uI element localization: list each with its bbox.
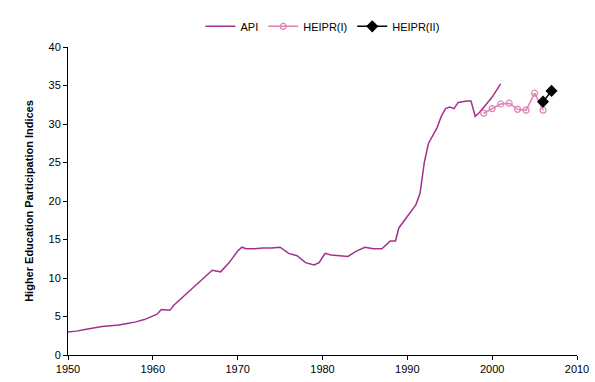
svg-text:30: 30 <box>49 118 61 130</box>
svg-text:1960: 1960 <box>141 363 165 375</box>
svg-text:20: 20 <box>49 195 61 207</box>
svg-text:HEIPR(I): HEIPR(I) <box>303 21 347 33</box>
svg-text:1970: 1970 <box>225 363 249 375</box>
svg-text:2010: 2010 <box>565 363 589 375</box>
svg-text:25: 25 <box>49 156 61 168</box>
svg-text:35: 35 <box>49 79 61 91</box>
svg-text:2000: 2000 <box>480 363 504 375</box>
svg-text:40: 40 <box>49 41 61 53</box>
svg-text:5: 5 <box>55 310 61 322</box>
svg-text:API: API <box>241 21 259 33</box>
svg-text:10: 10 <box>49 272 61 284</box>
svg-text:15: 15 <box>49 233 61 245</box>
svg-text:1950: 1950 <box>56 363 80 375</box>
svg-text:Higher Education Participation: Higher Education Participation Indices <box>23 100 35 302</box>
svg-text:1990: 1990 <box>395 363 419 375</box>
svg-text:HEIPR(II): HEIPR(II) <box>392 21 439 33</box>
svg-text:0: 0 <box>55 349 61 361</box>
svg-text:1980: 1980 <box>310 363 334 375</box>
